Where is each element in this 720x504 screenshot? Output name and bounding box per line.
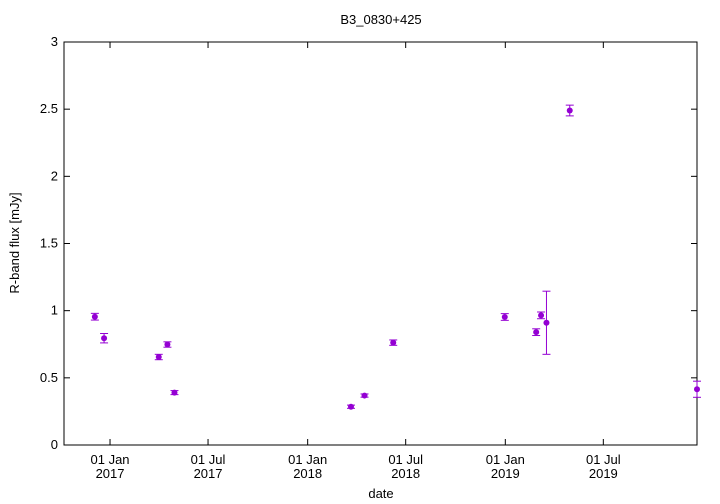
y-tick-label: 0.5	[40, 370, 58, 385]
x-tick-label-year: 2017	[96, 466, 125, 481]
data-point	[155, 354, 162, 361]
y-tick-label: 0	[51, 437, 58, 452]
data-point	[171, 389, 178, 396]
x-tick-label-year: 2017	[194, 466, 223, 481]
data-point	[91, 313, 98, 320]
y-tick-label: 3	[51, 34, 58, 49]
x-tick-label: 01 Jul	[586, 452, 621, 467]
x-tick-label: 01 Jan	[91, 452, 130, 467]
data-point	[501, 313, 508, 320]
x-tick-label-year: 2019	[589, 466, 618, 481]
x-axis-label: date	[368, 486, 393, 501]
plot-frame	[63, 41, 698, 446]
x-tick-label: 01 Jul	[191, 452, 226, 467]
x-tick-label-year: 2018	[293, 466, 322, 481]
y-tick-label: 1	[51, 303, 58, 318]
x-tick-label: 01 Jan	[486, 452, 525, 467]
data-point	[361, 392, 368, 399]
x-tick-label: 01 Jul	[388, 452, 423, 467]
chart-title: B3_0830+425	[340, 12, 421, 27]
y-tick-label: 2	[51, 168, 58, 183]
x-tick-label-year: 2018	[391, 466, 420, 481]
data-point	[101, 335, 108, 342]
data-point	[533, 329, 540, 336]
data-point	[694, 386, 700, 393]
x-tick-label: 01 Jan	[288, 452, 327, 467]
data-point	[347, 403, 354, 410]
x-tick-label-year: 2019	[491, 466, 520, 481]
data-point	[543, 319, 550, 326]
data-point	[164, 341, 171, 348]
y-axis-label: R-band flux [mJy]	[7, 192, 22, 293]
data-point	[566, 107, 573, 114]
y-tick-label: 2.5	[40, 101, 58, 116]
y-tick-label: 1.5	[40, 236, 58, 251]
data-point	[538, 312, 545, 319]
data-point	[390, 339, 397, 346]
